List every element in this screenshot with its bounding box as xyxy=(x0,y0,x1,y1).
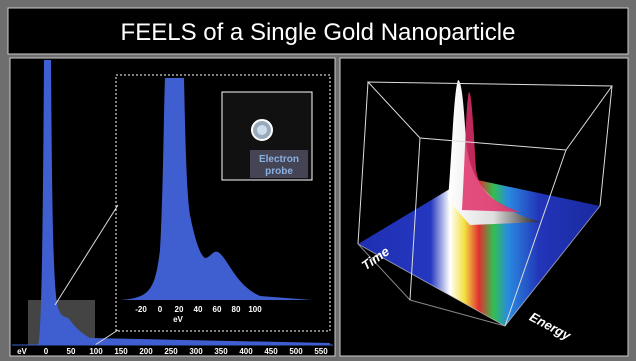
tick-label: 100 xyxy=(89,347,103,356)
photo-label: probe xyxy=(265,166,293,177)
tick-label: 550 xyxy=(314,347,328,356)
tick-label: 450 xyxy=(264,347,278,356)
inset-axis-unit: eV xyxy=(173,315,183,324)
axis-unit: eV xyxy=(17,347,27,356)
tick-label: 80 xyxy=(232,305,241,314)
tick-label: 500 xyxy=(289,347,303,356)
tick-label: 250 xyxy=(164,347,178,356)
tick-label: -20 xyxy=(135,305,147,314)
particle-core xyxy=(257,125,267,135)
tick-label: 60 xyxy=(213,305,222,314)
tick-label: 400 xyxy=(239,347,253,356)
photo-label: Electron xyxy=(259,154,299,165)
figure: FEELS of a Single Gold Nanoparticle eV 0… xyxy=(0,0,636,361)
title: FEELS of a Single Gold Nanoparticle xyxy=(121,19,516,46)
tick-label: 150 xyxy=(114,347,128,356)
tick-label: 100 xyxy=(248,305,262,314)
tick-label: 0 xyxy=(44,347,49,356)
right-panel: Time Energy xyxy=(340,58,628,356)
tick-label: 0 xyxy=(158,305,163,314)
tick-label: 350 xyxy=(214,347,228,356)
tick-label: 300 xyxy=(189,347,203,356)
tick-label: 40 xyxy=(194,305,203,314)
tick-label: 200 xyxy=(139,347,153,356)
tick-label: 20 xyxy=(175,305,184,314)
tick-label: 50 xyxy=(67,347,76,356)
